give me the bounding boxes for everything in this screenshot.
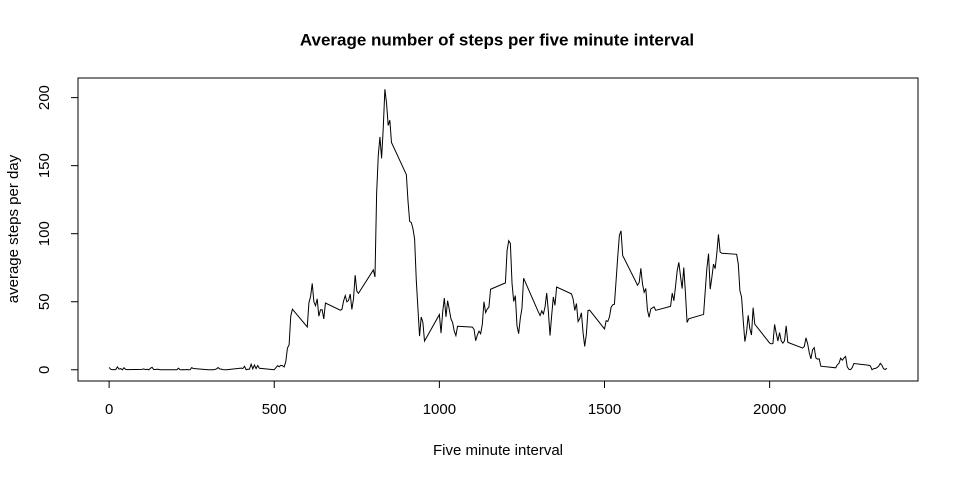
- y-tick-label: 200: [36, 85, 53, 110]
- y-tick-label: 0: [36, 366, 53, 374]
- data-line: [108, 89, 888, 371]
- y-tick-label: 150: [36, 153, 53, 178]
- chart-title: Average number of steps per five minute …: [300, 30, 694, 49]
- x-tick-label: 1500: [588, 401, 621, 418]
- x-axis-label: Five minute interval: [433, 442, 563, 459]
- x-tick-label: 500: [262, 401, 287, 418]
- y-axis-label: average steps per day: [5, 154, 22, 303]
- y-tick-label: 100: [36, 221, 53, 246]
- x-tick-label: 2000: [753, 401, 786, 418]
- y-tick-label: 50: [36, 293, 53, 310]
- x-tick-label: 0: [105, 401, 113, 418]
- x-tick-label: 1000: [423, 401, 456, 418]
- plot-box: [77, 77, 919, 382]
